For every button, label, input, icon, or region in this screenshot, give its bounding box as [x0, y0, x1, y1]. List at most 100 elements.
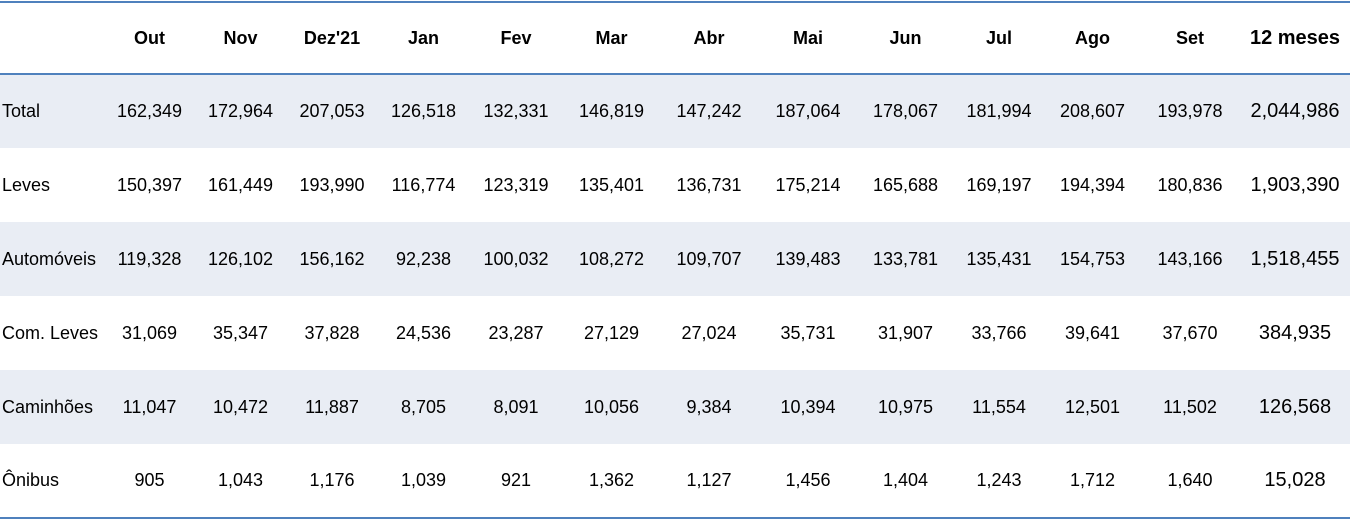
row-label: Total	[2, 101, 41, 121]
row-label: Ônibus	[2, 470, 60, 490]
column-header: Jun	[858, 2, 953, 75]
corner-cell	[0, 2, 104, 75]
cell-value: 27,024	[681, 322, 737, 343]
cell-value: 123,319	[483, 174, 549, 195]
cell-value: 9,384	[686, 396, 732, 417]
cell-value: 208,607	[1059, 101, 1126, 121]
cell-value: 169,197	[966, 174, 1032, 195]
cell-value: 193,990	[299, 174, 365, 195]
row-label: Caminhões	[2, 396, 94, 417]
cell-value: 165,688	[872, 174, 939, 195]
cell-value: 10,394	[780, 396, 836, 417]
cell-value: 100,032	[483, 248, 549, 269]
cell-value: 11,554	[972, 396, 1026, 417]
cell-value: 24,536	[395, 322, 452, 343]
cell-value: 384,935	[1258, 321, 1332, 344]
cell-value: 10,056	[583, 396, 640, 417]
cell-value: 194,394	[1059, 174, 1126, 195]
cell-value: 1,712	[1069, 470, 1116, 490]
header-row: Out Nov Dez'21 Jan Fev Mar Abr Mai Jun Jul Ago Set 1…	[0, 2, 1350, 75]
cell-value: 119,328	[117, 248, 182, 269]
cell-value: 11,047	[122, 396, 177, 417]
cell-value: 108,272	[578, 248, 645, 269]
cell-value: 1,518,455	[1250, 247, 1340, 270]
cell-value: 10,975	[877, 396, 934, 417]
column-header: Nov	[195, 2, 286, 75]
row-label: Com. Leves	[2, 322, 99, 343]
cell-value: 193,978	[1157, 101, 1223, 121]
row-label: Leves	[2, 174, 51, 195]
cell-value: 116,774	[391, 174, 456, 195]
table-row: Caminhões 11,047 10,472 11,887 8,705 8,091 10,…	[0, 370, 1350, 444]
column-header: Mai	[758, 2, 858, 75]
cell-value: 109,707	[676, 248, 742, 269]
cell-value: 150,397	[116, 174, 183, 195]
table-header: Out Nov Dez'21 Jan Fev Mar Abr Mai Jun Jul Ago Set 1…	[0, 2, 1350, 75]
cell-value: 1,640	[1167, 470, 1213, 490]
cell-value: 8,705	[400, 396, 447, 417]
cell-value: 39,641	[1064, 322, 1121, 343]
column-header: Ago	[1045, 2, 1140, 75]
cell-value: 207,053	[299, 101, 365, 121]
cell-value: 23,287	[488, 322, 544, 343]
column-header: Jul	[953, 2, 1045, 75]
cell-value: 135,401	[578, 174, 645, 195]
column-header: 12 meses	[1240, 2, 1350, 75]
cell-value: 33,766	[971, 322, 1027, 343]
cell-value: 187,064	[775, 101, 841, 121]
cell-value: 12,501	[1064, 396, 1121, 417]
cell-value: 1,243	[976, 470, 1022, 490]
cell-value: 11,887	[305, 396, 359, 417]
cell-value: 1,404	[882, 470, 929, 490]
cell-value: 136,731	[676, 174, 742, 195]
cell-value: 181,994	[966, 101, 1032, 121]
cell-value: 1,043	[217, 470, 264, 490]
cell-value: 1,456	[785, 470, 831, 490]
cell-value: 921	[500, 470, 532, 490]
column-header: Fev	[469, 2, 563, 75]
column-header: Jan	[378, 2, 469, 75]
cell-value: 1,039	[400, 470, 447, 490]
column-header: Dez'21	[286, 2, 378, 75]
cell-value: 35,347	[212, 322, 269, 343]
cell-value: 139,483	[775, 248, 841, 269]
table-row: Ônibus 905 1,043 1,176 1,039 921 1,362 1,127 1,4…	[0, 444, 1350, 518]
cell-value: 132,331	[483, 101, 549, 121]
cell-value: 905	[134, 470, 165, 490]
cell-value: 154,753	[1059, 248, 1126, 269]
cell-value: 1,127	[686, 470, 732, 490]
cell-value: 180,836	[1157, 174, 1223, 195]
cell-value: 15,028	[1264, 469, 1326, 491]
cell-value: 126,102	[207, 248, 274, 269]
cell-value: 2,044,986	[1250, 100, 1340, 122]
column-header: Abr	[660, 2, 758, 75]
table-body: Total 162,349 172,964 207,053 126,518 132,331…	[0, 74, 1350, 518]
cell-value: 10,472	[212, 396, 269, 417]
cell-value: 133,781	[872, 248, 939, 269]
cell-value: 135,431	[966, 248, 1032, 269]
cell-value: 11,502	[1163, 396, 1217, 417]
cell-value: 92,238	[395, 248, 452, 269]
cell-value: 161,449	[207, 174, 274, 195]
cell-value: 31,907	[877, 322, 934, 343]
table-row: Com. Leves 31,069 35,347 37,828 24,536 23,287…	[0, 296, 1350, 370]
column-header: Mar	[563, 2, 660, 75]
cell-value: 31,069	[121, 322, 178, 343]
row-label: Automóveis	[2, 248, 97, 269]
cell-value: 156,162	[299, 248, 365, 269]
column-header: Out	[104, 2, 195, 75]
cell-value: 35,731	[780, 322, 836, 343]
table-row: Automóveis 119,328 126,102 156,162 92,238 100…	[0, 222, 1350, 296]
cell-value: 1,903,390	[1250, 173, 1340, 196]
cell-value: 1,362	[588, 470, 635, 490]
cell-value: 126,568	[1258, 395, 1332, 418]
cell-value: 37,828	[304, 322, 360, 343]
cell-value: 178,067	[872, 101, 939, 121]
cell-value: 143,166	[1157, 248, 1223, 269]
cell-value: 172,964	[207, 101, 274, 121]
cell-value: 146,819	[578, 101, 645, 121]
column-header: Set	[1140, 2, 1240, 75]
cell-value: 162,349	[116, 101, 183, 121]
